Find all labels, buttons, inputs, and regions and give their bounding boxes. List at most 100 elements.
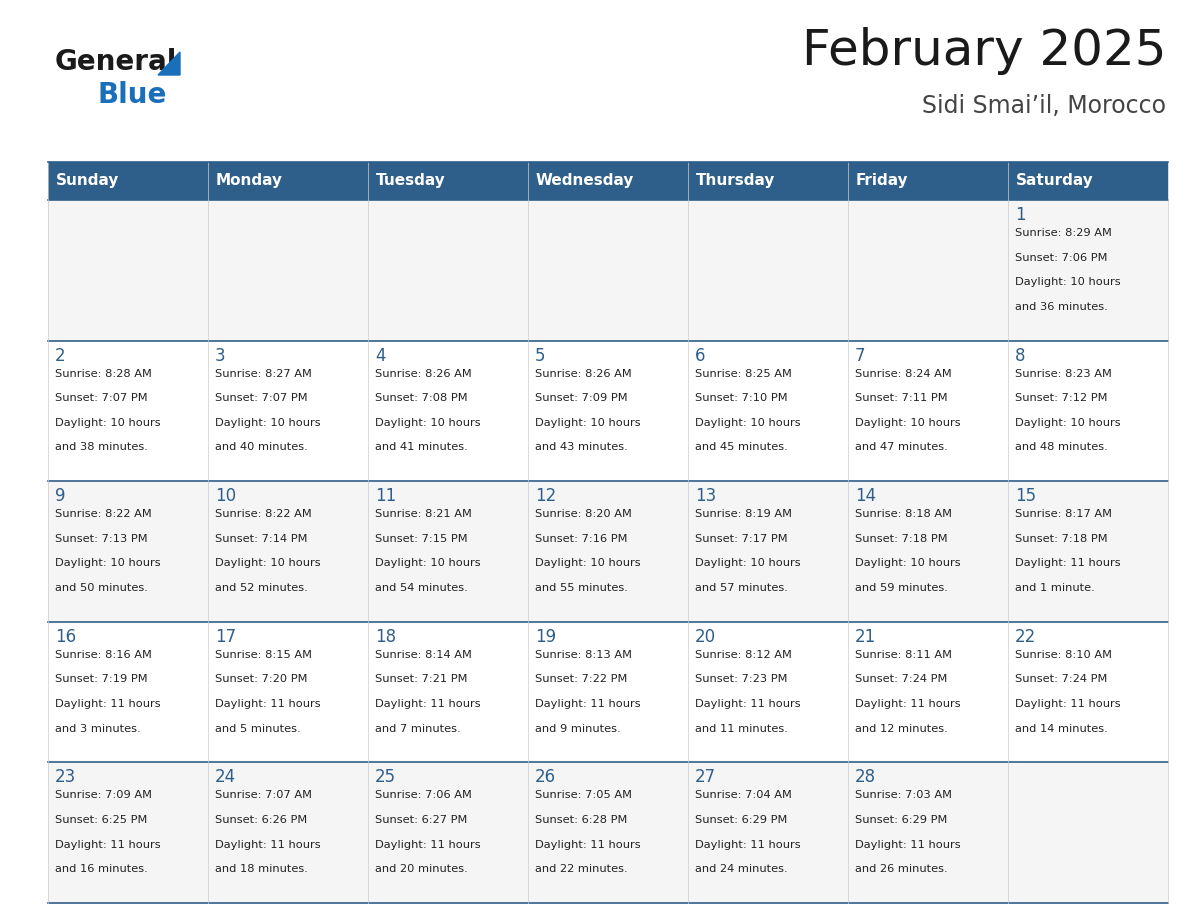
Text: Friday: Friday bbox=[857, 174, 909, 188]
Text: Daylight: 10 hours: Daylight: 10 hours bbox=[375, 558, 481, 568]
Text: 4: 4 bbox=[375, 347, 385, 364]
Bar bbox=[48, 341, 1168, 481]
Text: Blue: Blue bbox=[97, 81, 166, 109]
Text: Sunset: 7:19 PM: Sunset: 7:19 PM bbox=[55, 675, 147, 685]
Bar bbox=[48, 481, 1168, 621]
Text: February 2025: February 2025 bbox=[802, 27, 1165, 75]
Text: Monday: Monday bbox=[216, 174, 283, 188]
Text: Sunrise: 7:09 AM: Sunrise: 7:09 AM bbox=[55, 790, 152, 800]
Text: 1: 1 bbox=[1015, 206, 1025, 224]
Text: 11: 11 bbox=[375, 487, 397, 505]
Bar bbox=[368, 162, 527, 200]
Text: Sunrise: 7:05 AM: Sunrise: 7:05 AM bbox=[535, 790, 632, 800]
Text: Daylight: 10 hours: Daylight: 10 hours bbox=[215, 558, 321, 568]
Text: and 41 minutes.: and 41 minutes. bbox=[375, 442, 468, 453]
Text: and 24 minutes.: and 24 minutes. bbox=[695, 864, 788, 874]
Text: General: General bbox=[55, 48, 177, 76]
Text: 17: 17 bbox=[215, 628, 236, 645]
Text: 14: 14 bbox=[855, 487, 876, 505]
Text: 20: 20 bbox=[695, 628, 716, 645]
Text: Sunset: 7:06 PM: Sunset: 7:06 PM bbox=[1015, 252, 1107, 263]
Text: Sunrise: 8:10 AM: Sunrise: 8:10 AM bbox=[1015, 650, 1112, 660]
Text: and 45 minutes.: and 45 minutes. bbox=[695, 442, 788, 453]
Text: Sunrise: 8:11 AM: Sunrise: 8:11 AM bbox=[855, 650, 952, 660]
Bar bbox=[48, 763, 1168, 903]
Text: 7: 7 bbox=[855, 347, 866, 364]
Text: and 22 minutes.: and 22 minutes. bbox=[535, 864, 627, 874]
Text: Sunrise: 8:20 AM: Sunrise: 8:20 AM bbox=[535, 509, 632, 520]
Text: Sunset: 7:13 PM: Sunset: 7:13 PM bbox=[55, 533, 147, 543]
Text: Sunrise: 8:25 AM: Sunrise: 8:25 AM bbox=[695, 369, 792, 378]
Text: and 5 minutes.: and 5 minutes. bbox=[215, 723, 301, 733]
Text: Sunset: 6:26 PM: Sunset: 6:26 PM bbox=[215, 815, 308, 825]
Text: Sunset: 7:11 PM: Sunset: 7:11 PM bbox=[855, 393, 948, 403]
Text: and 11 minutes.: and 11 minutes. bbox=[695, 723, 788, 733]
Text: Sunday: Sunday bbox=[56, 174, 119, 188]
Text: and 48 minutes.: and 48 minutes. bbox=[1015, 442, 1107, 453]
Text: Sunset: 7:20 PM: Sunset: 7:20 PM bbox=[215, 675, 308, 685]
Bar bbox=[1007, 162, 1168, 200]
Text: 24: 24 bbox=[215, 768, 236, 787]
Text: and 40 minutes.: and 40 minutes. bbox=[215, 442, 308, 453]
Text: 5: 5 bbox=[535, 347, 545, 364]
Text: Sunset: 7:23 PM: Sunset: 7:23 PM bbox=[695, 675, 788, 685]
Text: and 16 minutes.: and 16 minutes. bbox=[55, 864, 147, 874]
Text: 23: 23 bbox=[55, 768, 76, 787]
Text: Saturday: Saturday bbox=[1016, 174, 1094, 188]
Text: Sunrise: 7:07 AM: Sunrise: 7:07 AM bbox=[215, 790, 312, 800]
Text: and 55 minutes.: and 55 minutes. bbox=[535, 583, 628, 593]
Text: Sunset: 7:07 PM: Sunset: 7:07 PM bbox=[55, 393, 147, 403]
Text: and 43 minutes.: and 43 minutes. bbox=[535, 442, 627, 453]
Text: 19: 19 bbox=[535, 628, 556, 645]
Text: and 20 minutes.: and 20 minutes. bbox=[375, 864, 468, 874]
Text: Sunset: 7:18 PM: Sunset: 7:18 PM bbox=[1015, 533, 1107, 543]
Text: 8: 8 bbox=[1015, 347, 1025, 364]
Text: and 50 minutes.: and 50 minutes. bbox=[55, 583, 147, 593]
Text: 27: 27 bbox=[695, 768, 716, 787]
Text: Sunrise: 8:15 AM: Sunrise: 8:15 AM bbox=[215, 650, 312, 660]
Text: Sunset: 7:12 PM: Sunset: 7:12 PM bbox=[1015, 393, 1107, 403]
Text: Sunrise: 8:21 AM: Sunrise: 8:21 AM bbox=[375, 509, 472, 520]
Text: 10: 10 bbox=[215, 487, 236, 505]
Text: and 38 minutes.: and 38 minutes. bbox=[55, 442, 147, 453]
Text: Sunrise: 7:04 AM: Sunrise: 7:04 AM bbox=[695, 790, 792, 800]
Text: and 14 minutes.: and 14 minutes. bbox=[1015, 723, 1107, 733]
Text: 26: 26 bbox=[535, 768, 556, 787]
Text: Daylight: 11 hours: Daylight: 11 hours bbox=[855, 840, 961, 850]
Text: Daylight: 11 hours: Daylight: 11 hours bbox=[375, 699, 481, 709]
Text: Sunset: 7:10 PM: Sunset: 7:10 PM bbox=[695, 393, 788, 403]
Text: 9: 9 bbox=[55, 487, 65, 505]
Text: 28: 28 bbox=[855, 768, 876, 787]
Text: Sunrise: 8:29 AM: Sunrise: 8:29 AM bbox=[1015, 228, 1112, 238]
Text: Sunrise: 8:12 AM: Sunrise: 8:12 AM bbox=[695, 650, 792, 660]
Bar bbox=[527, 162, 688, 200]
Text: Sunset: 7:07 PM: Sunset: 7:07 PM bbox=[215, 393, 308, 403]
Text: Daylight: 11 hours: Daylight: 11 hours bbox=[215, 840, 321, 850]
Text: Daylight: 11 hours: Daylight: 11 hours bbox=[215, 699, 321, 709]
Text: Daylight: 11 hours: Daylight: 11 hours bbox=[1015, 699, 1120, 709]
Text: and 57 minutes.: and 57 minutes. bbox=[695, 583, 788, 593]
Text: Daylight: 11 hours: Daylight: 11 hours bbox=[1015, 558, 1120, 568]
Text: Sunset: 7:18 PM: Sunset: 7:18 PM bbox=[855, 533, 948, 543]
Text: and 3 minutes.: and 3 minutes. bbox=[55, 723, 140, 733]
Text: Sidi Smai’il, Morocco: Sidi Smai’il, Morocco bbox=[922, 94, 1165, 118]
Text: Sunset: 7:17 PM: Sunset: 7:17 PM bbox=[695, 533, 788, 543]
Text: Daylight: 10 hours: Daylight: 10 hours bbox=[375, 418, 481, 428]
Bar bbox=[208, 162, 368, 200]
Text: 15: 15 bbox=[1015, 487, 1036, 505]
Text: Sunrise: 8:17 AM: Sunrise: 8:17 AM bbox=[1015, 509, 1112, 520]
Text: Daylight: 10 hours: Daylight: 10 hours bbox=[55, 558, 160, 568]
Text: and 54 minutes.: and 54 minutes. bbox=[375, 583, 468, 593]
Text: Tuesday: Tuesday bbox=[375, 174, 446, 188]
Text: 13: 13 bbox=[695, 487, 716, 505]
Text: 3: 3 bbox=[215, 347, 226, 364]
Text: Daylight: 11 hours: Daylight: 11 hours bbox=[535, 840, 640, 850]
Text: Sunset: 7:14 PM: Sunset: 7:14 PM bbox=[215, 533, 308, 543]
Text: Sunset: 6:27 PM: Sunset: 6:27 PM bbox=[375, 815, 467, 825]
Text: and 52 minutes.: and 52 minutes. bbox=[215, 583, 308, 593]
Text: Sunset: 7:22 PM: Sunset: 7:22 PM bbox=[535, 675, 627, 685]
Text: 2: 2 bbox=[55, 347, 65, 364]
Text: Thursday: Thursday bbox=[696, 174, 776, 188]
Bar bbox=[48, 200, 1168, 341]
Text: Daylight: 11 hours: Daylight: 11 hours bbox=[695, 840, 801, 850]
